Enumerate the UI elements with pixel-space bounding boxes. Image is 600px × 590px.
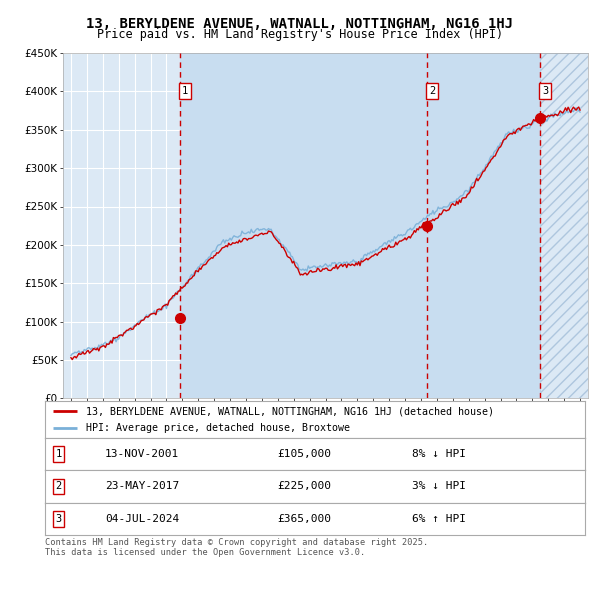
Bar <box>180 53 541 398</box>
Text: 3: 3 <box>55 514 62 524</box>
Text: 3% ↓ HPI: 3% ↓ HPI <box>412 481 466 491</box>
Text: 1: 1 <box>55 449 62 459</box>
Text: 13, BERYLDENE AVENUE, WATNALL, NOTTINGHAM, NG16 1HJ: 13, BERYLDENE AVENUE, WATNALL, NOTTINGHA… <box>86 17 514 31</box>
Text: Contains HM Land Registry data © Crown copyright and database right 2025.
This d: Contains HM Land Registry data © Crown c… <box>45 538 428 558</box>
Text: £365,000: £365,000 <box>277 514 331 524</box>
Text: 04-JUL-2024: 04-JUL-2024 <box>105 514 179 524</box>
Text: 13, BERYLDENE AVENUE, WATNALL, NOTTINGHAM, NG16 1HJ (detached house): 13, BERYLDENE AVENUE, WATNALL, NOTTINGHA… <box>86 406 493 416</box>
Text: 3: 3 <box>542 86 548 96</box>
Text: 8% ↓ HPI: 8% ↓ HPI <box>412 449 466 459</box>
Text: 2: 2 <box>55 481 62 491</box>
Text: £105,000: £105,000 <box>277 449 331 459</box>
Text: 6% ↑ HPI: 6% ↑ HPI <box>412 514 466 524</box>
Text: HPI: Average price, detached house, Broxtowe: HPI: Average price, detached house, Brox… <box>86 423 349 433</box>
Text: 2: 2 <box>429 86 435 96</box>
Text: 1: 1 <box>182 86 188 96</box>
Text: £225,000: £225,000 <box>277 481 331 491</box>
Bar <box>541 53 588 398</box>
Text: Price paid vs. HM Land Registry's House Price Index (HPI): Price paid vs. HM Land Registry's House … <box>97 28 503 41</box>
Text: 23-MAY-2017: 23-MAY-2017 <box>105 481 179 491</box>
Text: 13-NOV-2001: 13-NOV-2001 <box>105 449 179 459</box>
